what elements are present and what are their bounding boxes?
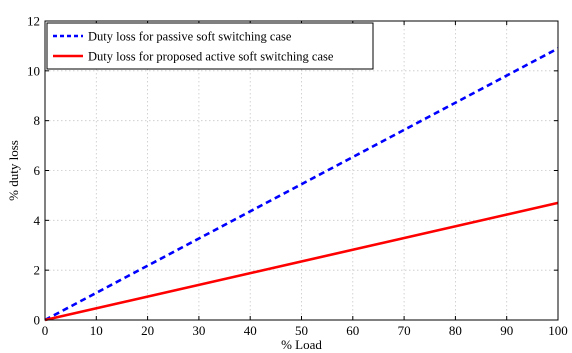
x-tick-label: 80 xyxy=(449,323,462,338)
x-tick-label: 50 xyxy=(295,323,308,338)
y-tick-label: 4 xyxy=(34,213,41,228)
y-tick-label: 8 xyxy=(34,113,41,128)
series-line-passive xyxy=(44,47,559,322)
series-layer xyxy=(44,47,559,322)
x-tick-label: 60 xyxy=(346,323,359,338)
series-line-active xyxy=(44,201,559,322)
y-tick-label: 6 xyxy=(34,163,41,178)
x-tick-label: 10 xyxy=(90,323,103,338)
legend-label-active: Duty loss for proposed active soft switc… xyxy=(88,50,334,64)
y-tick-label: 12 xyxy=(27,14,40,29)
x-tick-label: 70 xyxy=(398,323,411,338)
x-tick-label: 40 xyxy=(244,323,257,338)
y-axis-label: % duty loss xyxy=(6,140,21,201)
x-tick-label: 90 xyxy=(500,323,513,338)
y-tick-label: 10 xyxy=(27,63,40,78)
y-tick-label: 2 xyxy=(34,263,41,278)
x-tick-label: 20 xyxy=(141,323,154,338)
legend-label-passive: Duty loss for passive soft switching cas… xyxy=(88,30,292,44)
x-tick-label: 0 xyxy=(42,323,49,338)
y-tick-label: 0 xyxy=(34,313,41,328)
x-tick-label: 30 xyxy=(192,323,205,338)
legend: Duty loss for passive soft switching cas… xyxy=(46,22,374,70)
legend-box xyxy=(46,22,374,70)
x-tick-label: 100 xyxy=(548,323,568,338)
grid-lines xyxy=(45,21,558,320)
x-axis-label: % Load xyxy=(281,337,322,352)
